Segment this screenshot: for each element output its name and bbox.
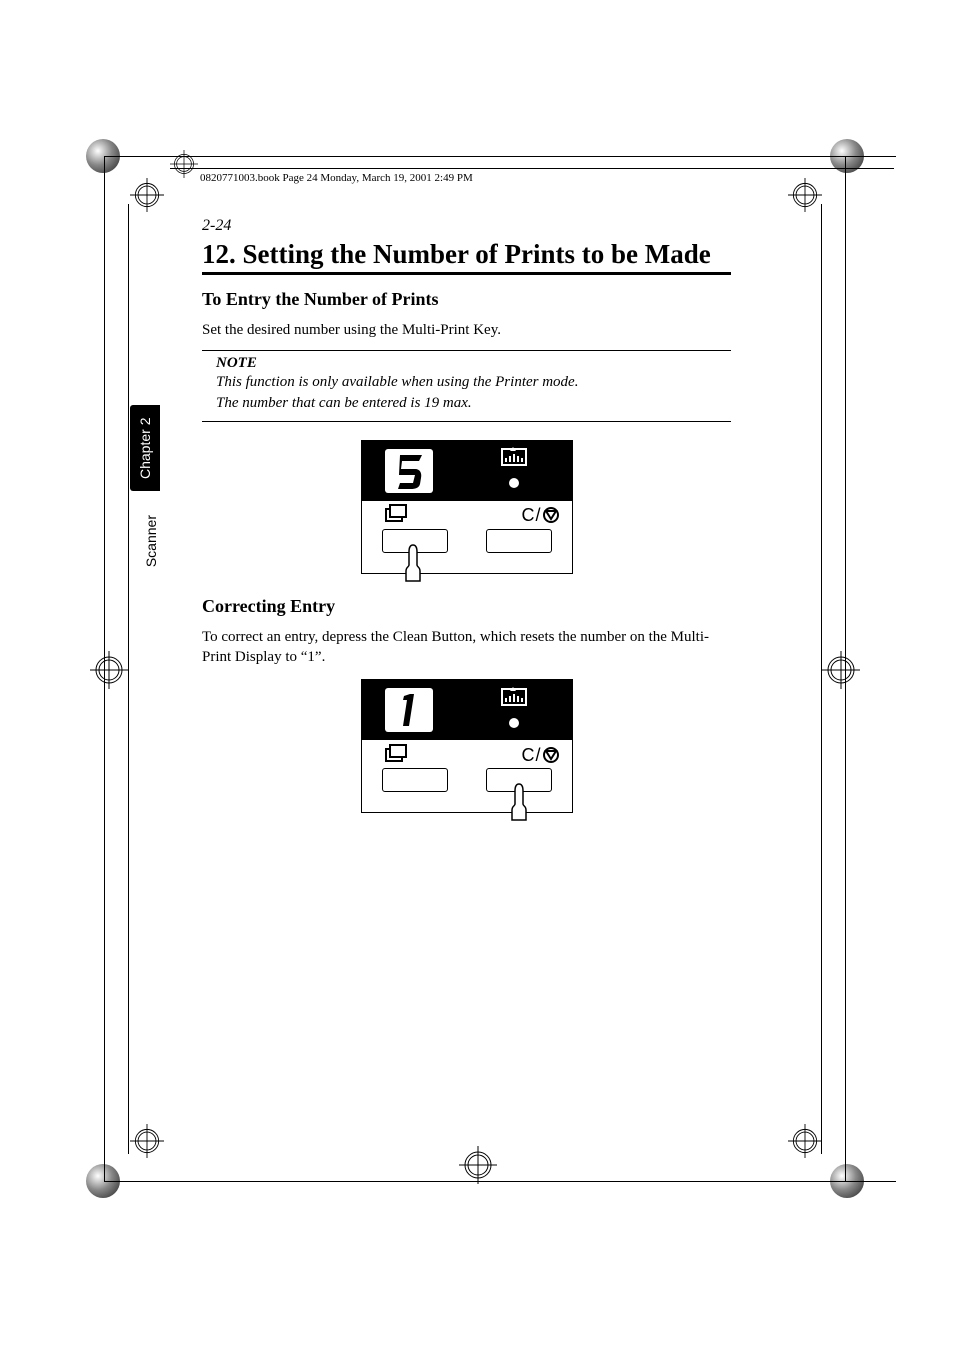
- note-line1: This function is only available when usi…: [216, 372, 731, 392]
- frame-line-bottom: [104, 1181, 896, 1182]
- reg-crosshair-left: [90, 651, 128, 689]
- header-mark-icon: [170, 150, 198, 183]
- multi-print-icon-1: [384, 503, 410, 528]
- finger-pointer-2: [504, 782, 534, 822]
- header-text: 0820771003.book Page 24 Monday, March 19…: [200, 172, 473, 184]
- frame-line-right2: [821, 204, 822, 1154]
- note-label: NOTE: [216, 355, 731, 372]
- note-box: NOTE This function is only available whe…: [202, 350, 731, 422]
- multi-print-display-2: [362, 680, 457, 740]
- section1-body: Set the desired number using the Multi-P…: [202, 320, 731, 340]
- display-digit-1: [385, 449, 433, 493]
- multi-print-button-2[interactable]: [382, 768, 448, 792]
- page-number: 2-24: [202, 217, 731, 235]
- indicator-dot-icon-2: [507, 716, 521, 735]
- clear-label-2: C/: [522, 745, 560, 766]
- section2-body: To correct an entry, depress the Clean B…: [202, 627, 731, 668]
- header-rule: [170, 168, 894, 169]
- frame-line-right: [845, 156, 846, 1181]
- display-digit-2: [385, 688, 433, 732]
- finger-pointer-1: [398, 543, 428, 583]
- reg-crosshair-bottom: [459, 1146, 497, 1184]
- control-panel-2: C/: [361, 679, 573, 813]
- reg-crosshair-bl2: [130, 1124, 168, 1162]
- main-title: 12. Setting the Number of Prints to be M…: [202, 239, 731, 270]
- reg-crosshair-right: [822, 651, 860, 689]
- scanner-side-label: Scanner: [143, 515, 159, 567]
- clear-button-1[interactable]: [486, 529, 552, 553]
- section1-title: To Entry the Number of Prints: [202, 289, 731, 310]
- chapter-tab-label: Chapter 2: [137, 417, 153, 478]
- frame-line-left: [104, 156, 105, 1181]
- multi-print-icon-2: [384, 743, 410, 768]
- frame-line-left2: [128, 204, 129, 1154]
- chapter-tab: Chapter 2: [130, 405, 160, 491]
- clear-label-1: C/: [522, 505, 560, 526]
- frame-line-top: [104, 156, 896, 157]
- title-rule: [202, 272, 731, 275]
- note-line2: The number that can be entered is 19 max…: [216, 393, 731, 413]
- reg-crosshair-tl: [130, 178, 168, 216]
- multi-print-display-1: [362, 441, 457, 501]
- exposure-icon-2: [499, 686, 529, 713]
- control-panel-1: C/: [361, 440, 573, 574]
- section2-title: Correcting Entry: [202, 596, 731, 617]
- indicator-dot-icon: [507, 476, 521, 495]
- exposure-icon: [499, 446, 529, 473]
